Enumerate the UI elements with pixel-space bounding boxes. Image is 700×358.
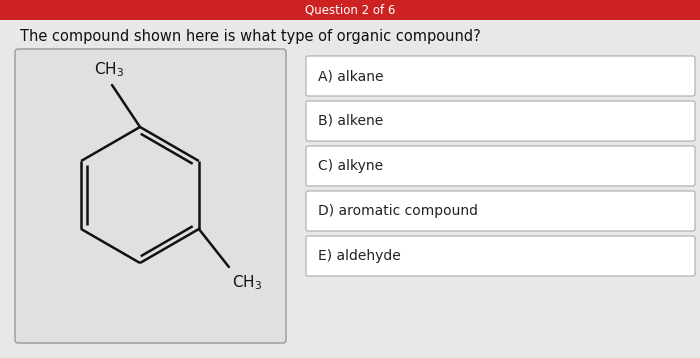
Text: D) aromatic compound: D) aromatic compound <box>318 204 478 218</box>
Text: B) alkene: B) alkene <box>318 114 384 128</box>
FancyBboxPatch shape <box>15 49 286 343</box>
Text: A) alkane: A) alkane <box>318 69 384 83</box>
Text: CH$_3$: CH$_3$ <box>94 60 124 79</box>
Text: E) aldehyde: E) aldehyde <box>318 249 400 263</box>
Bar <box>0 0 700 20</box>
Text: The compound shown here is what type of organic compound?: The compound shown here is what type of … <box>20 29 481 44</box>
FancyBboxPatch shape <box>306 191 695 231</box>
Text: CH$_3$: CH$_3$ <box>232 273 262 292</box>
FancyBboxPatch shape <box>306 236 695 276</box>
Text: C) alkyne: C) alkyne <box>318 159 383 173</box>
FancyBboxPatch shape <box>306 56 695 96</box>
Text: Question 2 of 6: Question 2 of 6 <box>304 4 395 16</box>
FancyBboxPatch shape <box>306 146 695 186</box>
FancyBboxPatch shape <box>306 101 695 141</box>
